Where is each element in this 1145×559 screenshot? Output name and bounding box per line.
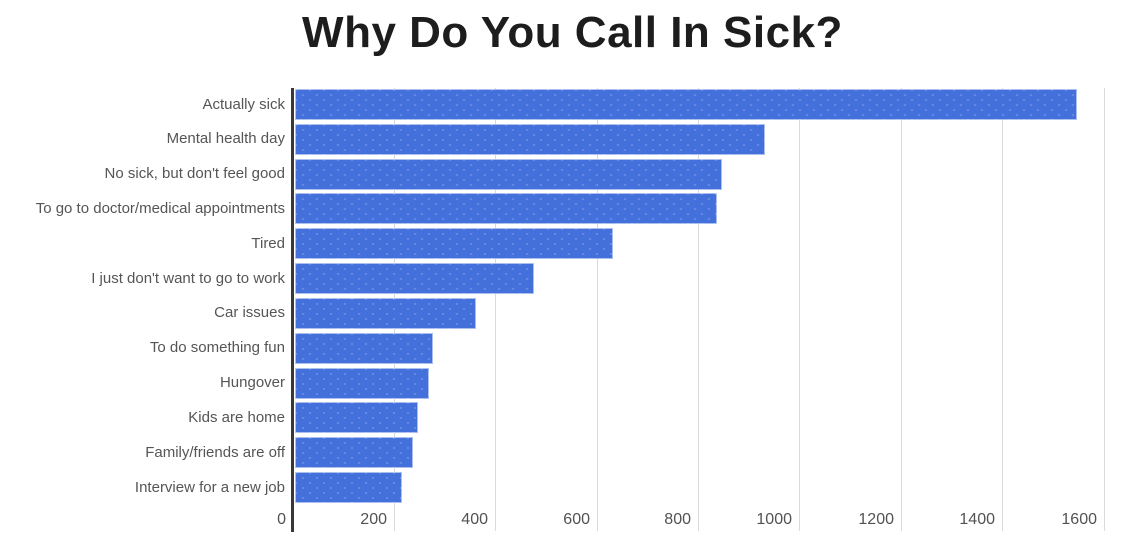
- category-label: Tired: [251, 235, 285, 252]
- y-axis-line: [291, 88, 294, 532]
- x-tick-label: 200: [360, 511, 387, 528]
- category-label: Mental health day: [166, 130, 285, 147]
- category-label: To do something fun: [149, 339, 285, 356]
- category-label: Kids are home: [188, 409, 285, 426]
- x-tick-label: 400: [461, 511, 488, 528]
- x-tick-label: 1000: [756, 511, 792, 528]
- bar[interactable]: [295, 159, 722, 190]
- bar[interactable]: [295, 263, 534, 294]
- bar[interactable]: [295, 228, 613, 259]
- category-label: Family/friends are off: [145, 444, 285, 461]
- x-tick-label: 1600: [1061, 511, 1097, 528]
- gridline: [1002, 88, 1003, 531]
- gridline: [698, 88, 699, 531]
- bar[interactable]: [295, 437, 413, 468]
- category-label: To go to doctor/medical appointments: [35, 200, 285, 217]
- gridline: [799, 88, 800, 531]
- chart-title: Why Do You Call In Sick?: [302, 8, 843, 57]
- bar[interactable]: [295, 124, 765, 155]
- category-label: Car issues: [214, 304, 285, 321]
- bar[interactable]: [295, 193, 717, 224]
- bar[interactable]: [295, 402, 418, 433]
- bar[interactable]: [295, 368, 429, 399]
- x-tick-label: 0: [277, 511, 286, 528]
- gridline: [495, 88, 496, 531]
- category-label: No sick, but don't feel good: [104, 165, 285, 182]
- gridline: [1104, 88, 1105, 531]
- gridline: [901, 88, 902, 531]
- bar[interactable]: [295, 472, 402, 503]
- x-tick-label: 1400: [959, 511, 995, 528]
- category-label: Interview for a new job: [134, 479, 285, 496]
- x-tick-label: 1200: [858, 511, 894, 528]
- bar[interactable]: [295, 333, 433, 364]
- category-label: Actually sick: [202, 96, 285, 113]
- x-tick-label: 600: [563, 511, 590, 528]
- bar[interactable]: [295, 89, 1077, 120]
- category-label: I just don't want to go to work: [91, 270, 285, 287]
- x-tick-label: 800: [664, 511, 691, 528]
- category-label: Hungover: [219, 374, 285, 391]
- gridline: [597, 88, 598, 531]
- bar[interactable]: [295, 298, 476, 329]
